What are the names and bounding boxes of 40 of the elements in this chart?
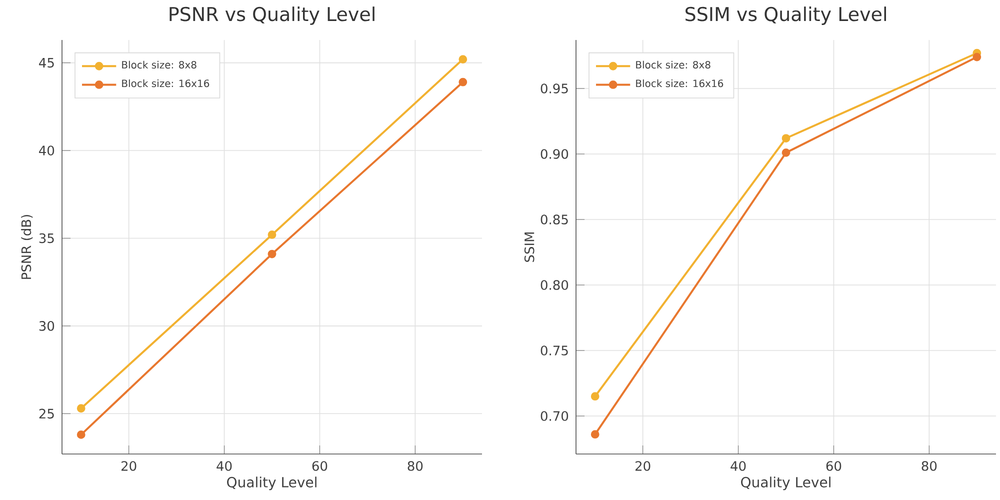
y-axis-title: PSNR (dB) <box>21 214 33 279</box>
y-tick-label: 0.90 <box>540 149 568 159</box>
x-tick-label: 60 <box>826 461 842 471</box>
legend-label: Block size: 16x16 <box>122 79 210 88</box>
point <box>782 134 790 142</box>
x-tick-label: 80 <box>408 461 423 471</box>
y-tick-label: 30 <box>39 321 54 331</box>
x-tick-label: 40 <box>730 461 746 471</box>
legend-label: Block size: 16x16 <box>636 79 724 88</box>
x-axis-title: Quality Level <box>741 476 830 490</box>
x-tick-label: 20 <box>121 461 136 471</box>
y-tick-label: 0.85 <box>540 214 568 224</box>
point <box>458 55 468 64</box>
point <box>972 52 982 62</box>
x-tick-label: 80 <box>922 461 937 471</box>
x-tick-label: 60 <box>312 461 328 471</box>
x-tick-label: 40 <box>216 461 232 471</box>
y-tick-label: 0.80 <box>540 280 568 290</box>
y-tick-label: 0.70 <box>540 411 568 421</box>
chart-title: SSIM vs Quality Level <box>686 6 886 25</box>
y-axis-title: SSIM <box>524 232 534 262</box>
legend-label: Block size: 8x8 <box>122 60 196 69</box>
x-tick-label: 20 <box>635 461 650 471</box>
y-tick-label: 45 <box>39 58 54 68</box>
point <box>782 148 790 157</box>
point <box>76 430 86 439</box>
point <box>590 430 600 439</box>
point <box>268 250 276 258</box>
y-tick-label: 0.95 <box>540 84 568 94</box>
point <box>590 392 600 401</box>
y-tick-label: 0.75 <box>540 346 568 356</box>
point <box>268 230 276 239</box>
chart-title: PSNR vs Quality Level <box>170 6 374 25</box>
y-tick-label: 25 <box>39 408 54 419</box>
legend-label: Block size: 8x8 <box>636 60 710 69</box>
x-axis-title: Quality Level <box>227 476 316 490</box>
point <box>458 78 468 86</box>
point <box>76 404 86 413</box>
y-tick-label: 35 <box>39 233 54 244</box>
y-tick-label: 40 <box>39 146 54 156</box>
